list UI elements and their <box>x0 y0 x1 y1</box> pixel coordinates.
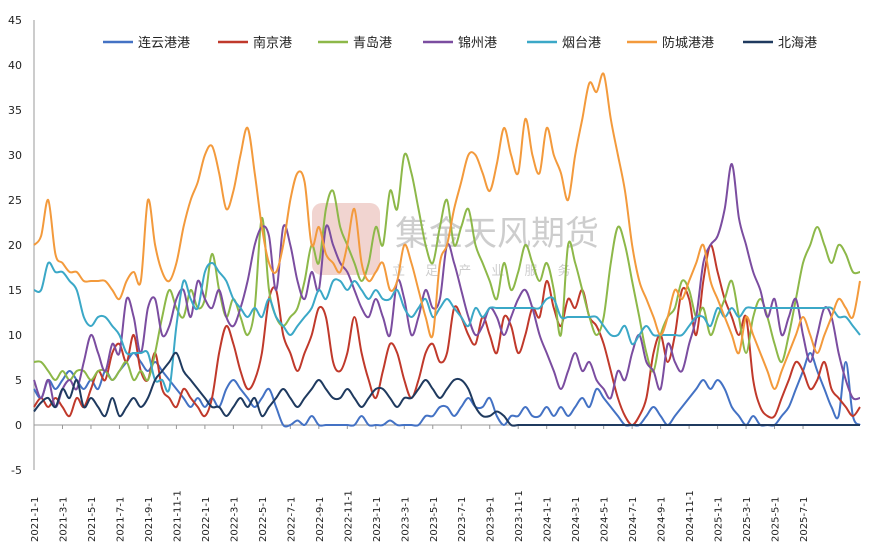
series-line-4 <box>33 261 861 393</box>
y-tick-label: 30 <box>8 149 22 162</box>
x-tick-label: 2024-5-1 <box>600 497 611 542</box>
x-tick-label: 2021-5-1 <box>87 497 98 542</box>
x-tick-label: 2024-11-1 <box>685 490 696 542</box>
x-tick-label: 2024-3-1 <box>571 497 582 542</box>
series-line-6 <box>33 351 860 427</box>
x-tick-label: 2024-9-1 <box>657 497 668 542</box>
x-tick-label: 2021-3-1 <box>58 497 69 542</box>
x-tick-label: 2022-9-1 <box>315 497 326 542</box>
x-tick-label: 2021-9-1 <box>144 497 155 542</box>
series-line-1 <box>33 243 861 426</box>
x-tick-label: 2023-1-1 <box>372 497 383 542</box>
x-tick-label: 2021-11-1 <box>172 490 183 542</box>
y-tick-label: 40 <box>8 59 22 72</box>
legend-label: 防城港港 <box>662 35 714 51</box>
legend-label: 连云港港 <box>138 35 190 51</box>
x-tick-label: 2022-11-1 <box>343 490 354 542</box>
x-tick-label: 2023-11-1 <box>514 490 525 542</box>
x-tick-label: 2022-5-1 <box>258 497 269 542</box>
legend-label: 锦州港 <box>458 36 497 51</box>
y-tick-label: 15 <box>8 284 22 297</box>
legend-label: 北海港 <box>778 36 817 51</box>
x-tick-label: 2022-3-1 <box>229 497 240 542</box>
x-tick-label: 2021-1-1 <box>30 497 41 542</box>
x-tick-label: 2025-5-1 <box>771 497 782 542</box>
x-tick-label: 2023-9-1 <box>486 497 497 542</box>
x-tick-label: 2025-1-1 <box>714 497 725 542</box>
watermark-logo <box>312 203 380 275</box>
y-tick-label: 10 <box>8 329 22 342</box>
watermark-subtitle: 立 足 产 业 服 务 <box>392 263 579 279</box>
y-tick-label: 45 <box>8 14 22 27</box>
y-tick-label: 0 <box>15 419 22 432</box>
x-tick-label: 2022-7-1 <box>286 497 297 542</box>
watermark-title: 集金天风期货 <box>395 214 599 254</box>
x-tick-label: 2022-1-1 <box>201 497 212 542</box>
series-line-5 <box>33 72 861 390</box>
x-tick-label: 2023-3-1 <box>400 497 411 542</box>
y-tick-label: 25 <box>8 194 22 207</box>
legend: 连云港港 南京港 青岛港 锦州港 烟台港 防城港港 北海港 <box>103 35 817 51</box>
y-tick-label: -5 <box>11 464 22 477</box>
series-group <box>33 72 861 428</box>
x-tick-label: 2024-1-1 <box>543 497 554 542</box>
x-tick-label: 2021-7-1 <box>115 497 126 542</box>
x-axis: 2021-1-1 2021-3-1 2021-5-1 2021-7-1 2021-9-1… <box>30 425 810 542</box>
y-tick-label: 35 <box>8 104 22 117</box>
legend-label: 烟台港 <box>562 36 601 51</box>
x-tick-label: 2023-7-1 <box>457 497 468 542</box>
x-tick-label: 2023-5-1 <box>429 497 440 542</box>
y-tick-label: 5 <box>15 374 22 387</box>
series-line-2 <box>33 152 861 382</box>
y-axis: -5 0 5 10 15 20 25 30 35 40 45 <box>8 14 35 477</box>
x-tick-label: 2025-7-1 <box>799 497 810 542</box>
x-tick-label: 2024-7-1 <box>628 497 639 542</box>
y-tick-label: 20 <box>8 239 22 252</box>
x-tick-label: 2025-3-1 <box>742 497 753 542</box>
legend-label: 青岛港 <box>353 35 392 51</box>
legend-label: 南京港 <box>253 35 292 51</box>
watermark: 集金天风期货 立 足 产 业 服 务 <box>312 203 599 279</box>
